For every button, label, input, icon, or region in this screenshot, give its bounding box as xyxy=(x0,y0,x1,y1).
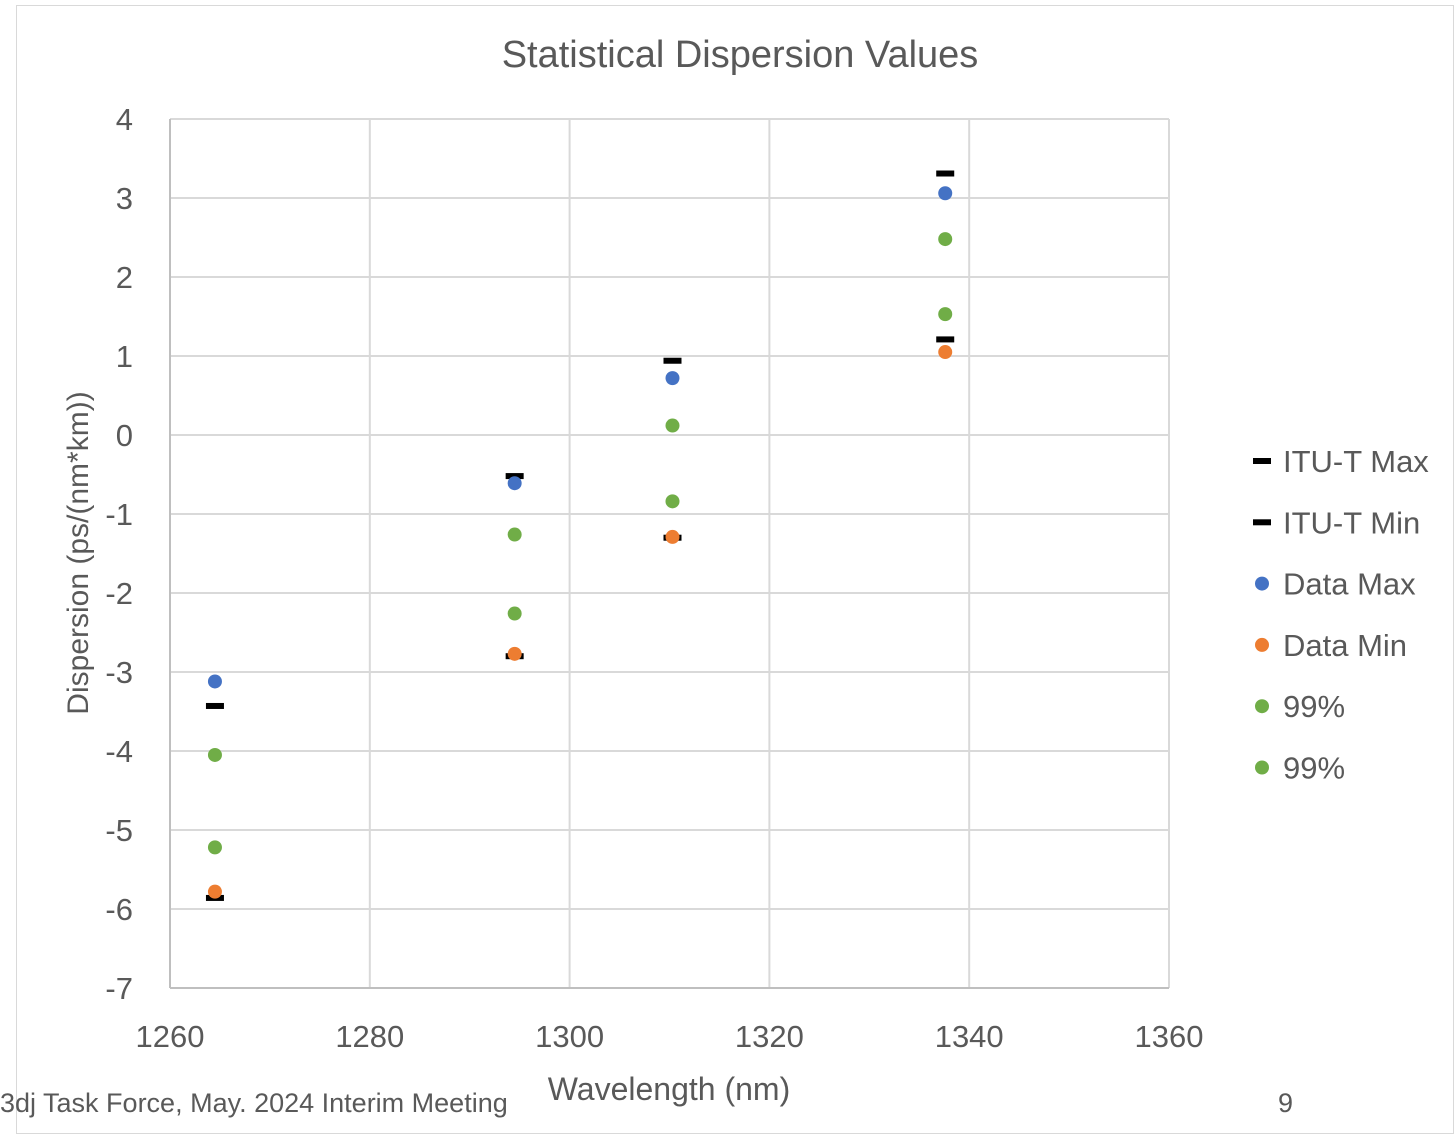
data-point-5 xyxy=(938,307,953,322)
legend-label: ITU-T Max xyxy=(1283,444,1429,479)
x-tick-label: 1300 xyxy=(535,1019,604,1054)
legend-label: 99% xyxy=(1283,689,1345,724)
y-axis-label: Dispersion (ps/(nm*km)) xyxy=(62,391,95,714)
y-tick-label: 4 xyxy=(116,102,133,137)
data-point-2 xyxy=(938,186,953,201)
data-point-1 xyxy=(936,336,955,343)
data-point-0 xyxy=(663,357,682,364)
data-points xyxy=(205,170,955,901)
y-tick-label: -4 xyxy=(105,734,133,769)
y-tick-label: 2 xyxy=(116,260,133,295)
data-point-4 xyxy=(938,232,953,247)
data-point-4 xyxy=(207,747,222,762)
y-tick-label: -2 xyxy=(105,576,133,611)
data-point-3 xyxy=(938,345,953,360)
legend-marker xyxy=(1255,699,1269,714)
grid-lines xyxy=(169,118,1170,989)
legend-label: Data Min xyxy=(1283,628,1407,663)
x-axis-label: Wavelength (nm) xyxy=(548,1071,790,1107)
legend-marker xyxy=(1255,637,1269,652)
legend-label: Data Max xyxy=(1283,567,1416,602)
legend-marker xyxy=(1253,458,1271,464)
data-point-3 xyxy=(665,529,680,544)
data-point-2 xyxy=(665,371,680,386)
y-tick-label: 3 xyxy=(116,181,133,216)
legend: ITU-T Max ITU-T Min Data Max Data Min 99% 99% xyxy=(1253,444,1429,786)
data-point-0 xyxy=(505,473,524,480)
chart-title: Statistical Dispersion Values xyxy=(502,34,979,76)
data-point-0 xyxy=(205,702,224,709)
page-number: 9 xyxy=(1278,1088,1294,1118)
x-tick-label: 1360 xyxy=(1135,1019,1204,1054)
data-point-2 xyxy=(207,674,222,689)
y-tick-label: -1 xyxy=(105,497,133,532)
chart-frame xyxy=(16,5,1454,1134)
footer-meeting-text: 3dj Task Force, May. 2024 Interim Meetin… xyxy=(0,1088,508,1118)
data-point-3 xyxy=(507,646,522,661)
data-point-2 xyxy=(507,476,522,491)
data-point-4 xyxy=(665,418,680,433)
data-point-5 xyxy=(207,840,222,855)
y-tick-label: -7 xyxy=(105,971,133,1006)
data-point-5 xyxy=(507,606,522,621)
data-point-3 xyxy=(207,884,222,899)
data-point-0 xyxy=(936,170,955,177)
data-point-5 xyxy=(665,494,680,509)
y-tick-label: -6 xyxy=(105,892,133,927)
y-tick-label: 0 xyxy=(116,418,133,453)
x-tick-label: 1340 xyxy=(935,1019,1004,1054)
legend-label: ITU-T Min xyxy=(1283,505,1420,540)
x-tick-label: 1320 xyxy=(735,1019,804,1054)
data-point-4 xyxy=(507,527,522,542)
y-tick-label: -3 xyxy=(105,655,133,690)
y-tick-label: -5 xyxy=(105,813,133,848)
legend-marker xyxy=(1255,760,1269,775)
x-tick-label: 1280 xyxy=(335,1019,404,1054)
legend-marker xyxy=(1255,576,1269,591)
legend-label: 99% xyxy=(1283,751,1345,786)
x-tick-label: 1260 xyxy=(136,1019,205,1054)
y-tick-label: 1 xyxy=(116,339,133,374)
legend-marker xyxy=(1253,519,1271,526)
